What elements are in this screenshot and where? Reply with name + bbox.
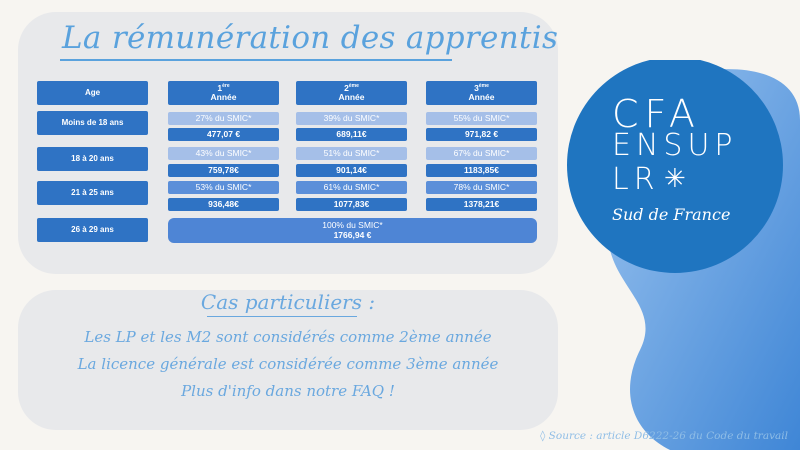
amount-r1-y3: 971,82 € — [426, 128, 537, 141]
decorative-blob — [567, 60, 800, 450]
age-row-1: Moins de 18 ans — [37, 111, 148, 135]
year-2-header: 2ème Année — [296, 81, 407, 105]
logo-circle — [567, 60, 783, 273]
amount-r1-y1: 477,07 € — [168, 128, 279, 141]
pct-r1-y2: 39% du SMIC* — [296, 112, 407, 125]
amount-r1-y2: 689,11€ — [296, 128, 407, 141]
pct-r1-y1: 27% du SMIC* — [168, 112, 279, 125]
pct-r3-y3: 78% du SMIC* — [426, 181, 537, 194]
age-row-3: 21 à 25 ans — [37, 181, 148, 205]
cas-underline — [207, 316, 357, 318]
cas-line-2: La licence générale est considérée comme… — [77, 355, 499, 373]
amount-r3-y3: 1378,21€ — [426, 198, 537, 211]
logo-line2: ENSUP — [612, 128, 738, 163]
title-underline — [60, 59, 452, 61]
logo-subtitle: Sud de France — [612, 205, 731, 224]
logo-line3: LR — [612, 162, 660, 197]
pct-r3-y1: 53% du SMIC* — [168, 181, 279, 194]
full-smic-amount: 1766,94 € — [333, 229, 372, 240]
age-row-2: 18 à 20 ans — [37, 147, 148, 171]
cas-title: Cas particuliers : — [200, 290, 376, 314]
full-smic-pct: 100% du SMIC* — [322, 220, 383, 231]
amount-r2-y3: 1183,85€ — [426, 164, 537, 177]
source-note: ◊ Source : article D6222-26 du Code du t… — [540, 430, 788, 442]
year-1-header: 1ère Année — [168, 81, 279, 105]
pct-r2-y2: 51% du SMIC* — [296, 147, 407, 160]
amount-r3-y2: 1077,83€ — [296, 198, 407, 211]
age-header: Age — [37, 81, 148, 105]
amount-r3-y1: 936,48€ — [168, 198, 279, 211]
age-row-4: 26 à 29 ans — [37, 218, 148, 242]
pct-r2-y3: 67% du SMIC* — [426, 147, 537, 160]
pct-r3-y2: 61% du SMIC* — [296, 181, 407, 194]
page-title: La rémunération des apprentis — [62, 20, 559, 56]
year-3-header: 3ème Année — [426, 81, 537, 105]
amount-r2-y1: 759,78€ — [168, 164, 279, 177]
full-smic-cell: 100% du SMIC* 1766,94 € — [168, 218, 537, 243]
pct-r2-y1: 43% du SMIC* — [168, 147, 279, 160]
cas-line-1: Les LP et les M2 sont considérés comme 2… — [84, 328, 492, 346]
pct-r1-y3: 55% du SMIC* — [426, 112, 537, 125]
special-cases-panel — [18, 290, 558, 430]
amount-r2-y2: 901,14€ — [296, 164, 407, 177]
logo-star-icon: ✳ — [664, 164, 686, 194]
cas-line-3: Plus d'info dans notre FAQ ! — [181, 382, 395, 400]
logo-line1: CFA — [612, 92, 701, 136]
